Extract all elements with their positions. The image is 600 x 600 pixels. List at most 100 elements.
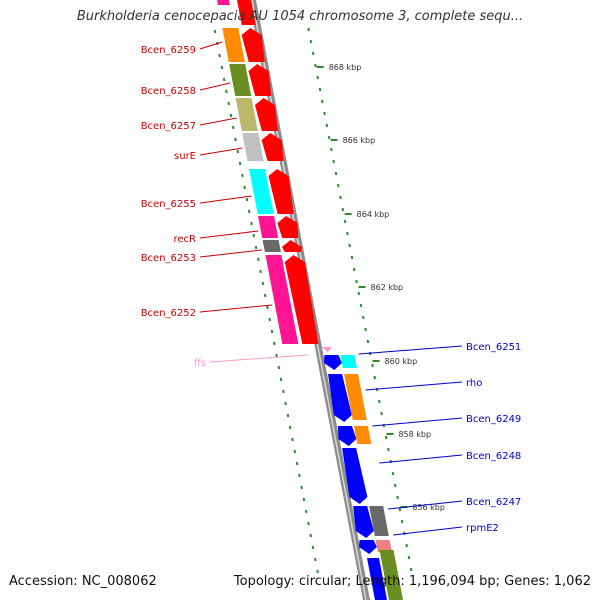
label-leader (199, 147, 243, 156)
gene-label-left: surE (174, 151, 196, 162)
accession-label: Accession: NC_008062 (9, 574, 157, 589)
tick-track-inner (245, 197, 249, 202)
gene-arrow-partial (237, 0, 256, 25)
gene-label-left: Bcen_6252 (141, 308, 196, 319)
label-leader (199, 41, 223, 50)
tick-track-inner (286, 413, 290, 418)
tick-track-outer (323, 111, 326, 116)
genome-summary: Topology: circular; Length: 1,196,094 bp… (233, 574, 591, 589)
tick-track-outer (321, 99, 324, 104)
gene-block-rpme2 (375, 540, 392, 552)
gene-block-partial (379, 550, 403, 600)
tick-track-inner (243, 185, 246, 190)
label-leader (358, 345, 463, 355)
gene-arrow-bcen_6249 (337, 426, 357, 446)
gene-label-left: Bcen_6259 (141, 45, 196, 56)
tick-track-inner (270, 329, 274, 334)
scale-label: 858 kbp (398, 430, 431, 439)
gene-block-bcen_6258 (229, 64, 252, 96)
tick-track-inner (254, 245, 258, 250)
label-leader (379, 454, 463, 464)
label-leader (393, 526, 463, 536)
tick-track-outer (327, 135, 331, 140)
scale-label: 864 kbp (357, 210, 390, 219)
tick-track-outer (384, 435, 388, 440)
gene-label-right: Bcen_6251 (466, 342, 521, 353)
tick-track-inner (220, 65, 224, 70)
tick-track-inner (282, 389, 285, 394)
tick-track-outer (359, 303, 363, 308)
gene-block-sure (242, 133, 264, 161)
gene-label-left: Bcen_6257 (141, 121, 196, 132)
tick-track-outer (350, 255, 354, 260)
tick-track-outer (348, 243, 351, 248)
tick-track-outer (357, 291, 361, 296)
tick-track-inner (266, 305, 269, 310)
tick-track-inner (311, 545, 315, 550)
gene-label-left: recR (174, 234, 197, 245)
tick-track-outer (407, 555, 411, 560)
tick-track-outer (316, 75, 320, 80)
tick-track-inner (302, 497, 306, 502)
gene-block-bcen_6253 (262, 240, 281, 252)
gene-arrow-rho (328, 374, 352, 422)
gene-block-bcen_6255 (249, 169, 274, 214)
label-leader (199, 82, 231, 91)
gene-arrow-bcen_6259 (241, 28, 265, 62)
tick-track-inner (222, 77, 226, 82)
tick-track-inner (261, 281, 265, 286)
gene-arrow-bcen_6255 (268, 169, 294, 214)
tick-track-inner (259, 269, 262, 274)
gene-label-right: rpmE2 (466, 523, 499, 534)
tick-track-outer (318, 87, 322, 92)
tick-track-inner (238, 161, 242, 166)
tick-track-inner (218, 53, 221, 58)
tick-track-inner (277, 365, 281, 370)
tick-track-outer (307, 27, 310, 32)
gene-arrow-bcen_6253 (281, 240, 302, 252)
tick-track-inner (272, 341, 276, 346)
tick-track-outer (314, 63, 317, 68)
tick-track-outer (336, 183, 340, 188)
tick-track-outer (391, 471, 395, 476)
tick-track-outer (330, 147, 333, 152)
tick-track-outer (325, 123, 329, 128)
tick-track-inner (241, 173, 244, 178)
tick-track-inner (234, 137, 237, 142)
gene-label-left: Bcen_6258 (141, 86, 196, 97)
tick-track-outer (398, 507, 402, 512)
gene-label-right: Bcen_6248 (466, 451, 521, 462)
tick-track-inner (213, 29, 217, 34)
tick-track-inner (225, 89, 228, 94)
gene-block-bcen_6257 (235, 98, 258, 131)
label-leader (199, 304, 273, 313)
tick-track-outer (378, 399, 381, 404)
gene-label-right: Bcen_6247 (466, 497, 521, 508)
gene-block-bcen_6252 (265, 255, 299, 344)
scale-label: 866 kbp (343, 136, 376, 145)
tick-track-outer (362, 315, 365, 320)
tick-track-outer (309, 39, 313, 44)
label-leader (209, 354, 308, 363)
gene-arrow-rpme2 (358, 540, 377, 554)
gene-label-right: rho (466, 378, 482, 389)
tick-track-inner (288, 425, 292, 430)
gene-block-bcen_6259 (222, 28, 245, 62)
gene-arrow-bcen_6252 (284, 255, 319, 344)
tick-track-inner (314, 557, 317, 562)
tick-track-inner (298, 473, 301, 478)
tick-track-inner (263, 293, 267, 298)
tick-track-inner (268, 317, 272, 322)
scale-label: 860 kbp (385, 357, 418, 366)
tick-track-inner (250, 221, 253, 226)
tick-track-outer (373, 375, 377, 380)
label-leader (372, 417, 463, 427)
tick-track-outer (409, 567, 413, 572)
label-leader (388, 500, 463, 510)
scale-label: 856 kbp (412, 503, 445, 512)
gene-block-bcen_6251 (340, 355, 357, 368)
tick-track-outer (405, 543, 408, 548)
tick-track-inner (316, 569, 319, 574)
tick-track-inner (227, 101, 230, 106)
